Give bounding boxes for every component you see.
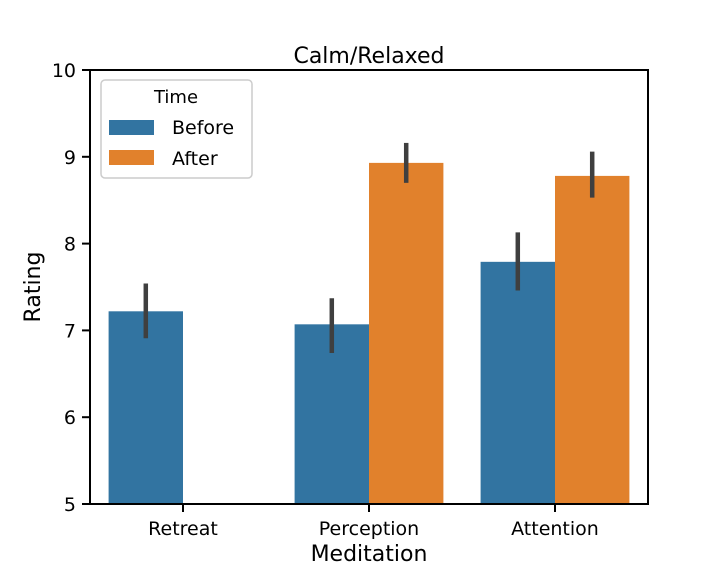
legend-label-after: After bbox=[172, 148, 218, 170]
bar-after-attention bbox=[555, 175, 630, 504]
legend-label-before: Before bbox=[172, 117, 234, 139]
x-tick-label-attention: Attention bbox=[511, 518, 599, 540]
x-tick-label-retreat: Retreat bbox=[148, 518, 218, 540]
x-axis: Retreat Perception Attention bbox=[148, 504, 599, 540]
legend: Time Before After bbox=[100, 79, 253, 179]
y-axis: 5 6 7 8 9 10 bbox=[52, 60, 90, 516]
x-axis-label: Meditation bbox=[311, 542, 428, 567]
y-tick-label: 10 bbox=[52, 60, 76, 82]
x-tick-label-perception: Perception bbox=[319, 518, 419, 540]
y-axis-label: Rating bbox=[21, 252, 46, 323]
chart-title: Calm/Relaxed bbox=[293, 44, 444, 69]
bar-before-attention bbox=[480, 261, 555, 504]
y-tick-label: 8 bbox=[64, 234, 76, 256]
bar-after-perception bbox=[369, 162, 444, 504]
y-tick-label: 5 bbox=[64, 494, 76, 516]
errorbars-layer bbox=[143, 142, 595, 353]
y-tick-label: 6 bbox=[64, 407, 76, 429]
legend-swatch-after bbox=[109, 150, 154, 165]
y-tick-label: 7 bbox=[64, 320, 76, 342]
legend-swatch-before bbox=[109, 120, 154, 135]
legend-title: Time bbox=[153, 87, 198, 108]
y-tick-label: 9 bbox=[64, 147, 76, 169]
bars-layer bbox=[108, 162, 630, 504]
bar-before-retreat bbox=[108, 311, 183, 504]
bar-before-perception bbox=[294, 324, 369, 504]
